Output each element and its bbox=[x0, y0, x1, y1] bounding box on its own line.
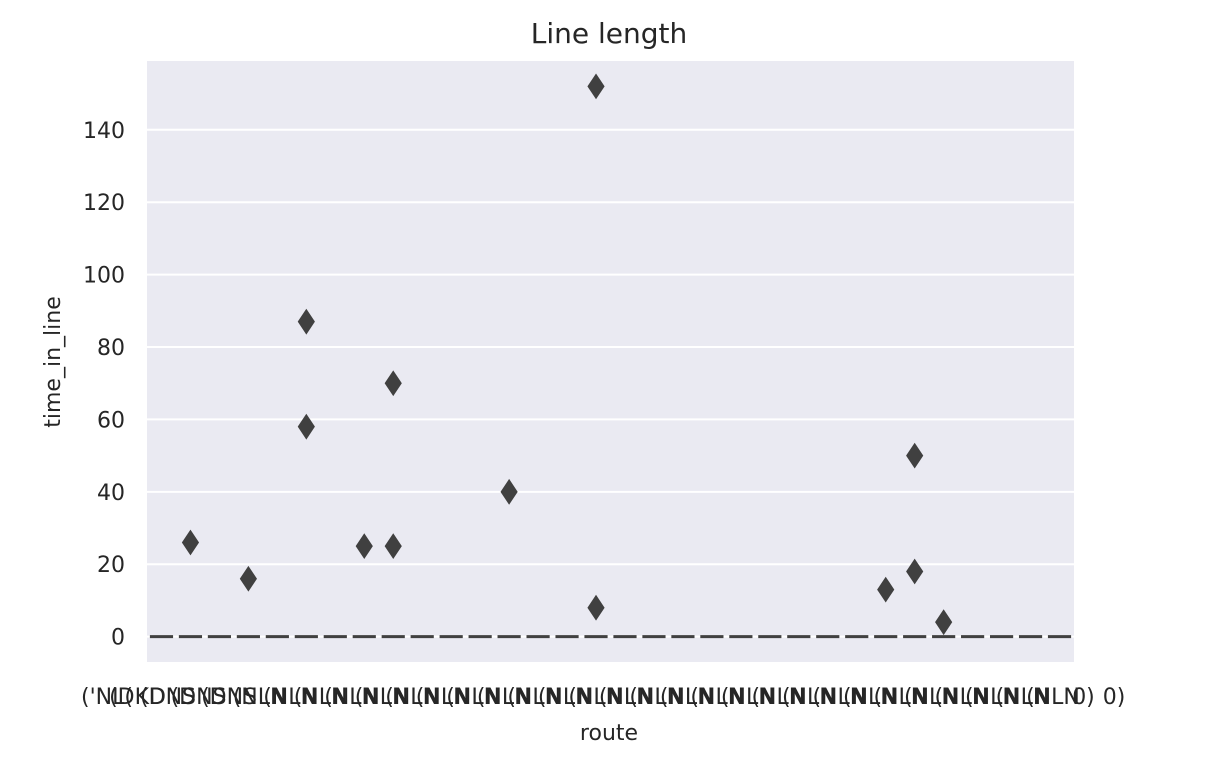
outlier-point bbox=[355, 533, 373, 560]
outlier-point bbox=[587, 594, 605, 621]
outlier-point bbox=[239, 565, 257, 592]
x-tick-label: (NLN bbox=[935, 685, 989, 710]
x-tick-label: (NLN bbox=[721, 685, 775, 710]
x-tick-label: (NLN bbox=[782, 685, 836, 710]
x-tick-label: (NLN bbox=[751, 685, 805, 710]
plot-area bbox=[147, 61, 1074, 662]
outlier-point bbox=[906, 442, 924, 469]
x-axis-label: route bbox=[580, 721, 638, 746]
x-axis-ticks: ('NL((DKD(DNS(DNS(DNS(NLN(NLN(NLN(NLN(NL… bbox=[81, 685, 1125, 710]
x-tick-label: (NLN bbox=[660, 685, 714, 710]
outlier-point bbox=[877, 576, 895, 603]
x-tick-label: (NLN bbox=[385, 685, 439, 710]
x-tick-label: (NLN bbox=[996, 685, 1050, 710]
x-tick-label: (NLN bbox=[568, 685, 622, 710]
x-tick-label: (NLN bbox=[538, 685, 592, 710]
outlier-point bbox=[384, 370, 402, 397]
x-tick-label: (NLN bbox=[599, 685, 653, 710]
chart-title: Line length bbox=[531, 17, 688, 50]
x-tick-label: (NLN bbox=[629, 685, 683, 710]
outlier-point bbox=[297, 308, 315, 335]
x-tick-label: (NLN bbox=[965, 685, 1019, 710]
x-tick-label: (DNS bbox=[171, 685, 227, 710]
x-tick-label: (NLN bbox=[812, 685, 866, 710]
x-tick-label: ('NL( bbox=[81, 685, 133, 710]
x-tick-label: (NLN bbox=[874, 685, 928, 710]
x-tick-label: (NLN bbox=[507, 685, 561, 710]
x-tick-label: (NLN bbox=[294, 685, 348, 710]
x-tick-label: (DKD bbox=[109, 685, 166, 710]
x-tick-label: (NLN bbox=[446, 685, 500, 710]
y-tick-label: 40 bbox=[97, 481, 125, 506]
x-tick-label: (NLN bbox=[324, 685, 378, 710]
outlier-point bbox=[181, 529, 200, 556]
outlier-markers bbox=[181, 73, 953, 636]
x-tick-label: (NLN bbox=[233, 685, 287, 710]
y-tick-label: 100 bbox=[83, 264, 125, 289]
grid bbox=[147, 128, 1074, 638]
x-tick-label: (NLN bbox=[843, 685, 897, 710]
y-tick-label: 140 bbox=[83, 119, 125, 144]
y-tick-label: 20 bbox=[97, 553, 125, 578]
x-tick-label: (NLN bbox=[477, 685, 531, 710]
y-tick-label: 60 bbox=[97, 408, 125, 433]
x-tick-label: (NLN bbox=[416, 685, 470, 710]
y-tick-label: 0 bbox=[111, 626, 125, 651]
outlier-point bbox=[906, 558, 924, 585]
x-tick-label: 0) bbox=[1072, 685, 1095, 710]
outlier-point bbox=[297, 413, 315, 440]
y-axis-label: time_in_line bbox=[41, 296, 66, 427]
y-axis-ticks: 0 20 40 60 80 100 120 140 bbox=[83, 119, 125, 651]
x-tick-label: (NLN bbox=[904, 685, 958, 710]
x-tick-label: (NLN bbox=[355, 685, 409, 710]
x-tick-label: (NLN bbox=[1026, 685, 1080, 710]
outlier-point bbox=[500, 478, 518, 505]
outlier-point bbox=[587, 73, 605, 100]
x-tick-label: (NLN bbox=[690, 685, 744, 710]
x-tick-label: (DNS bbox=[140, 685, 196, 710]
outlier-point bbox=[384, 533, 402, 560]
y-tick-label: 120 bbox=[83, 191, 125, 216]
x-tick-label: 0) bbox=[1103, 685, 1126, 710]
y-tick-label: 80 bbox=[97, 336, 125, 361]
x-tick-label: (DNS bbox=[201, 685, 257, 710]
outlier-point bbox=[935, 609, 953, 636]
x-tick-label: (NLN bbox=[263, 685, 317, 710]
